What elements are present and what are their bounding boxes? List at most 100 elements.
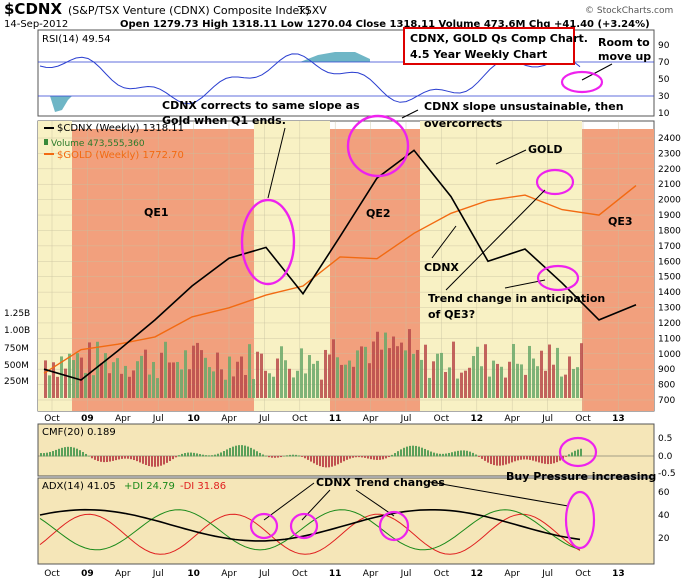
cmf-bar bbox=[526, 456, 528, 460]
x-axis-label: Apr bbox=[221, 414, 237, 424]
volume-bar bbox=[60, 356, 63, 398]
cmf-bar bbox=[343, 456, 345, 462]
price-tick-label: 2000 bbox=[658, 196, 681, 206]
room-pointer bbox=[581, 63, 613, 81]
cmf-bar bbox=[451, 452, 453, 457]
price-tick-label: 1300 bbox=[658, 304, 681, 314]
cmf-bar bbox=[52, 451, 54, 457]
cmf-bar bbox=[67, 446, 69, 457]
volume-bar bbox=[132, 370, 135, 398]
volume-bar bbox=[232, 376, 235, 398]
x-axis-label: 10 bbox=[187, 569, 200, 579]
x-axis-label: Apr bbox=[504, 569, 520, 579]
volume-bar bbox=[168, 362, 171, 398]
cmf-bar bbox=[493, 456, 495, 466]
x-axis-label: Oct bbox=[434, 569, 450, 579]
volume-bar bbox=[136, 361, 139, 398]
volume-bar bbox=[72, 360, 75, 398]
corrects-line1: CDNX corrects to same slope as bbox=[162, 99, 360, 112]
price-tick-label: 2100 bbox=[658, 180, 681, 190]
volume-bar bbox=[284, 360, 287, 398]
adx-ellipse-3 bbox=[378, 510, 410, 542]
rsi-tick-label: 30 bbox=[658, 92, 670, 102]
chart-date: 14-Sep-2012 bbox=[4, 19, 68, 30]
volume-bar bbox=[192, 345, 195, 398]
cmf-bar bbox=[562, 456, 564, 459]
cmf-bar bbox=[145, 456, 147, 466]
cmf-bar bbox=[214, 454, 216, 457]
cmf-bar bbox=[382, 456, 384, 460]
qe3-zone bbox=[582, 129, 654, 411]
cmf-bar bbox=[175, 456, 177, 458]
volume-bar bbox=[492, 360, 495, 398]
volume-bar bbox=[184, 350, 187, 398]
x-axis-label: Oct bbox=[44, 414, 60, 424]
x-axis-label: Apr bbox=[115, 569, 131, 579]
cmf-bar bbox=[478, 456, 480, 457]
cmf-bar bbox=[403, 447, 405, 457]
corrects-pointer bbox=[267, 127, 286, 199]
cmf-bar bbox=[532, 456, 534, 461]
cmf-bar bbox=[58, 448, 60, 457]
rsi-overbought-fill bbox=[300, 52, 370, 62]
x-axis-label: 10 bbox=[187, 414, 200, 424]
room-line1: Room to bbox=[598, 36, 650, 49]
cmf-bar bbox=[460, 450, 462, 457]
cmf-bar bbox=[484, 456, 486, 461]
x-axis-label: Apr bbox=[363, 569, 379, 579]
volume-bar bbox=[408, 329, 411, 398]
adx-panel bbox=[37, 477, 655, 565]
cmf-bar bbox=[190, 452, 192, 457]
rsi-oversold-fill bbox=[38, 96, 72, 112]
x-axis-label: Apr bbox=[363, 414, 379, 424]
volume-bar bbox=[236, 361, 239, 398]
volume-bar bbox=[496, 363, 499, 398]
cmf-bar bbox=[316, 456, 318, 465]
cmf-bar bbox=[520, 456, 522, 460]
volume-bar bbox=[508, 361, 511, 398]
cmf-bar bbox=[304, 456, 306, 459]
cmf-bar bbox=[109, 456, 111, 462]
cmf-bar bbox=[406, 446, 408, 457]
corrects-line2: Gold when Q1 ends. bbox=[162, 114, 286, 127]
cmf-bar bbox=[256, 451, 258, 457]
cmf-bar bbox=[349, 456, 351, 459]
cmf-bar bbox=[88, 455, 90, 457]
volume-bar bbox=[308, 355, 311, 398]
cmf-bar bbox=[340, 456, 342, 463]
volume-bar bbox=[356, 350, 359, 398]
cmf-bar bbox=[70, 446, 72, 457]
cmf-bar bbox=[376, 456, 378, 460]
cmf-bar bbox=[331, 456, 333, 467]
volume-bar bbox=[512, 343, 515, 398]
cmf-bar bbox=[430, 451, 432, 457]
volume-bar bbox=[412, 353, 415, 398]
volume-bar bbox=[388, 348, 391, 398]
qe1-label: QE1 bbox=[144, 206, 169, 219]
cmf-bar bbox=[436, 453, 438, 457]
cmf-bar bbox=[511, 456, 513, 463]
volume-bar bbox=[524, 374, 527, 398]
cmf-bar bbox=[409, 445, 411, 457]
cmf-bar bbox=[550, 456, 552, 464]
volume-bar bbox=[340, 364, 343, 398]
trend-pointer-gold bbox=[445, 189, 546, 291]
cmf-bar bbox=[391, 454, 393, 457]
cmf-bar bbox=[97, 456, 99, 462]
volume-bar bbox=[464, 370, 467, 398]
volume-bar bbox=[548, 344, 551, 398]
cmf-bar bbox=[139, 456, 141, 463]
volume-tick-label: 750M bbox=[4, 344, 29, 354]
x-axis-label: 11 bbox=[329, 569, 342, 579]
price-tick-labels: 2400 2300 2200 2100 2000 1900 1800 1700 1600 1500… bbox=[658, 134, 681, 406]
cmf-bar bbox=[346, 456, 348, 460]
cmf-bar bbox=[220, 452, 222, 457]
volume-bar bbox=[104, 353, 107, 398]
cdnx-legend-swatch bbox=[44, 127, 54, 129]
cmf-bar bbox=[298, 455, 300, 457]
room-line2: move up bbox=[598, 50, 651, 63]
price-tick-label: 1400 bbox=[658, 288, 681, 298]
volume-bar bbox=[472, 356, 475, 398]
gold-pointer bbox=[495, 149, 527, 165]
qe3-label: QE3 bbox=[608, 215, 633, 228]
